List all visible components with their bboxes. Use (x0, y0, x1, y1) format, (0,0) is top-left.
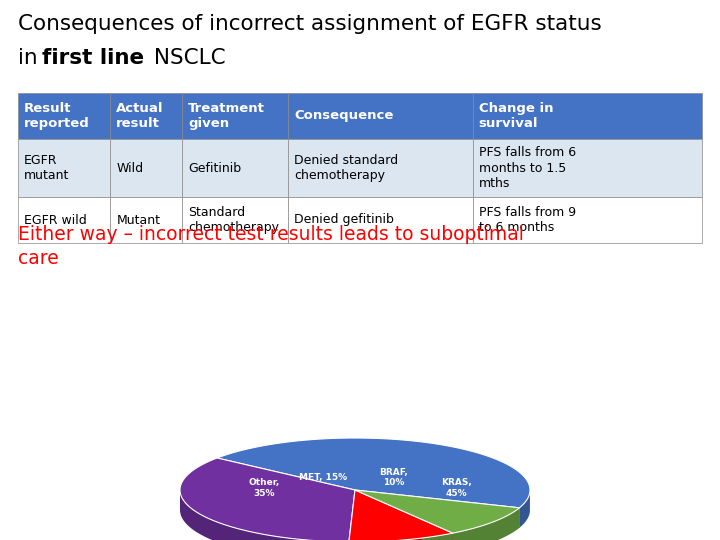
Polygon shape (355, 490, 519, 533)
Text: BRAF,
10%: BRAF, 10% (379, 468, 408, 488)
Text: first line: first line (42, 48, 144, 68)
Bar (18, 93, 110, 139)
Polygon shape (453, 508, 519, 540)
Text: Gefitinib: Gefitinib (188, 161, 241, 174)
Bar (288, 197, 473, 243)
Text: Consequence: Consequence (294, 110, 394, 123)
Bar (473, 197, 702, 243)
Polygon shape (180, 458, 355, 540)
Text: Wild: Wild (117, 161, 143, 174)
Text: PFS falls from 9
to 6 months: PFS falls from 9 to 6 months (479, 206, 576, 234)
Polygon shape (349, 490, 453, 540)
Text: EGFR
mutant: EGFR mutant (24, 154, 69, 183)
Bar (110, 139, 182, 197)
Polygon shape (355, 490, 519, 528)
Polygon shape (355, 490, 519, 528)
Bar (18, 139, 110, 197)
Polygon shape (349, 490, 355, 540)
Text: Mutant: Mutant (117, 213, 161, 226)
Polygon shape (355, 490, 453, 540)
Bar (473, 139, 702, 197)
Polygon shape (349, 490, 355, 540)
Bar (288, 139, 473, 197)
Bar (110, 197, 182, 243)
Text: NSCLC: NSCLC (147, 48, 225, 68)
Text: Other,
35%: Other, 35% (248, 478, 279, 498)
Text: in: in (18, 48, 45, 68)
Text: Treatment
given: Treatment given (188, 102, 265, 130)
Text: Either way – incorrect test results leads to suboptimal
care: Either way – incorrect test results lead… (18, 225, 524, 268)
Text: MET, 15%: MET, 15% (300, 472, 348, 482)
Text: Actual
result: Actual result (117, 102, 164, 130)
Polygon shape (349, 533, 453, 540)
Polygon shape (519, 491, 530, 528)
Text: Change in
survival: Change in survival (479, 102, 554, 130)
Text: Denied gefitinib: Denied gefitinib (294, 213, 394, 226)
Text: Standard
chemotherapy: Standard chemotherapy (188, 206, 279, 234)
Text: Result
reported: Result reported (24, 102, 90, 130)
Text: PFS falls from 6
months to 1.5
mths: PFS falls from 6 months to 1.5 mths (479, 146, 576, 190)
Text: Consequences of incorrect assignment of EGFR status: Consequences of incorrect assignment of … (18, 14, 602, 34)
Bar (182, 93, 288, 139)
Bar (18, 197, 110, 243)
Bar (473, 93, 702, 139)
Text: KRAS,
45%: KRAS, 45% (441, 478, 472, 498)
Text: EGFR wild: EGFR wild (24, 213, 86, 226)
Text: Denied standard
chemotherapy: Denied standard chemotherapy (294, 154, 398, 183)
Bar (110, 93, 182, 139)
Bar (182, 139, 288, 197)
Polygon shape (180, 490, 349, 540)
Bar (182, 197, 288, 243)
Polygon shape (217, 438, 530, 508)
Bar (288, 93, 473, 139)
Polygon shape (355, 490, 453, 540)
